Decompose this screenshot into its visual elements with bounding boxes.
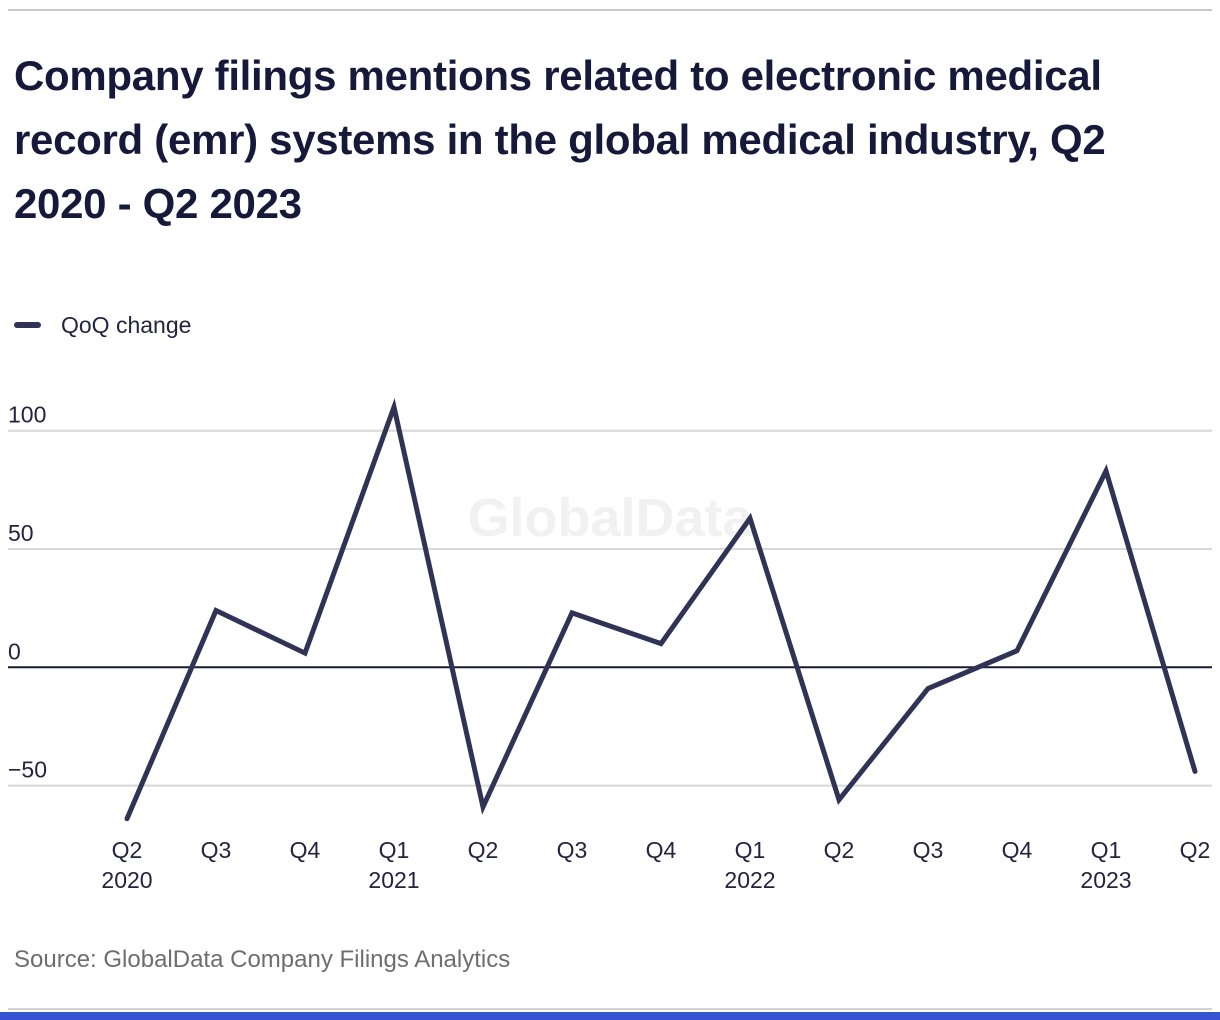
line-series-swatch-icon xyxy=(14,322,41,328)
x-tick-label: Q3 xyxy=(557,837,588,863)
qoq-line-chart: 100 50 0 −50 Q2 Q3 Q4 Q1 Q2 Q3 Q4 Q1 Q2 Q3 Q4 Q1 Q2 2020 2… xyxy=(8,398,1212,893)
bottom-divider xyxy=(8,1008,1212,1010)
x-year-label: 2022 xyxy=(724,867,775,893)
y-tick-label: 0 xyxy=(8,638,21,664)
x-year-label: 2023 xyxy=(1080,867,1131,893)
x-tick-label: Q2 xyxy=(1180,837,1211,863)
source-text: Source: GlobalData Company Filings Analy… xyxy=(14,946,511,973)
x-tick-label: Q4 xyxy=(1002,837,1033,863)
y-tick-label: 50 xyxy=(8,520,34,546)
x-tick-label: Q4 xyxy=(290,837,321,863)
x-year-label: 2020 xyxy=(101,867,152,893)
top-divider xyxy=(8,9,1212,11)
chart-title: Company filings mentions related to elec… xyxy=(14,52,1106,227)
x-tick-label: Q1 xyxy=(735,837,766,863)
chart-area: 100 50 0 −50 Q2 Q3 Q4 Q1 Q2 Q3 Q4 Q1 Q2 Q3 Q4 Q1 Q2 2020 2… xyxy=(0,380,1220,910)
legend: QoQ change xyxy=(14,312,191,338)
x-tick-label: Q2 xyxy=(468,837,499,863)
x-tick-label: Q2 xyxy=(824,837,855,863)
x-tick-label: Q3 xyxy=(913,837,944,863)
qoq-change-line xyxy=(124,398,1198,822)
legend-label: QoQ change xyxy=(61,311,192,338)
x-tick-label: Q3 xyxy=(201,837,232,863)
bottom-accent-bar xyxy=(0,1012,1220,1020)
x-tick-label: Q4 xyxy=(646,837,677,863)
y-tick-label: 100 xyxy=(8,402,46,428)
x-tick-label: Q1 xyxy=(1091,837,1122,863)
y-tick-label: −50 xyxy=(8,757,47,783)
watermark: GlobalData xyxy=(467,488,753,548)
x-tick-label: Q2 xyxy=(112,837,143,863)
x-tick-label: Q1 xyxy=(379,837,410,863)
x-year-label: 2021 xyxy=(368,867,419,893)
